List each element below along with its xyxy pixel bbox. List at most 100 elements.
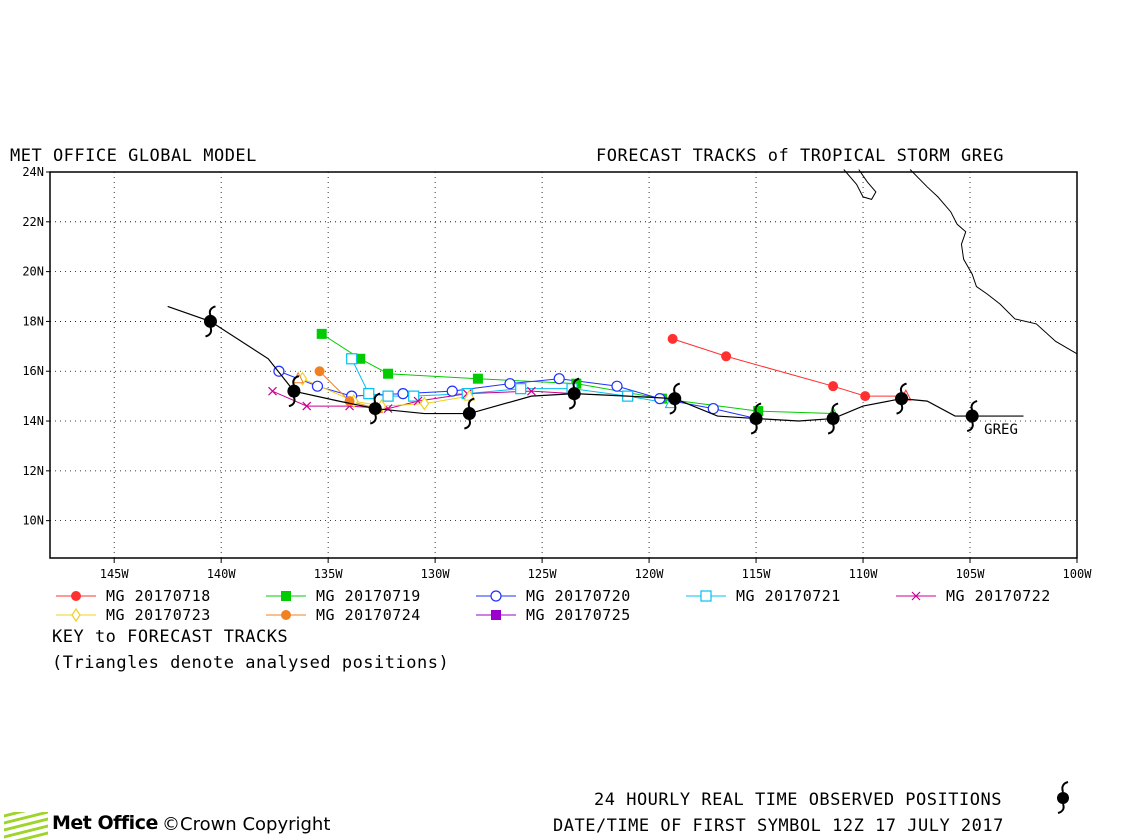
- storm-symbol-core: [668, 392, 682, 406]
- storm-symbol-core: [368, 402, 382, 416]
- forecast-point-marker: [721, 351, 732, 362]
- storm-symbol-arm: [568, 399, 576, 410]
- storm-symbol-arm: [754, 402, 762, 413]
- copyright: ©Crown Copyright: [162, 814, 330, 835]
- storm-symbol-icon: [826, 402, 840, 435]
- storm-symbol-core: [895, 392, 909, 406]
- forecast-point-marker: [611, 380, 623, 392]
- storm-symbol-arm: [966, 421, 974, 433]
- y-tick-label: 22N: [22, 215, 44, 229]
- legend: MG 20170718 MG 20170719 MG 20170720 MG 2017…: [56, 587, 1050, 624]
- legend-label: MG 20170725: [526, 606, 631, 624]
- y-tick-label: 14N: [22, 414, 44, 428]
- storm-symbol-icon: [368, 392, 382, 425]
- x-tick-label: 115W: [742, 567, 772, 581]
- met-office-logo-text: Met Office: [52, 812, 158, 834]
- met-office-logo-icon: [4, 812, 48, 840]
- legend-marker: [71, 591, 81, 601]
- storm-symbol-icon: [567, 377, 581, 410]
- chart-title: FORECAST TRACKS of TROPICAL STORM GREG: [596, 146, 1004, 166]
- x-tick-label: 145W: [100, 567, 130, 581]
- legend-marker: [491, 610, 501, 620]
- forecast-point-marker: [860, 391, 871, 402]
- forecast-point-marker: [504, 378, 516, 390]
- x-tick-label: 105W: [956, 567, 986, 581]
- storm-symbol-icon: [287, 375, 301, 408]
- forecast-point-marker: [397, 388, 409, 400]
- storm-symbol-icon: [1057, 781, 1069, 814]
- storm-symbol-arm: [572, 377, 580, 389]
- forecast-point-marker: [515, 383, 527, 395]
- storm-symbol-icon: [203, 305, 217, 338]
- legend-label: MG 20170723: [106, 606, 211, 624]
- forecast-point-marker: [302, 401, 312, 411]
- forecast-point-marker: [346, 353, 358, 365]
- forecast-point-marker: [753, 406, 764, 417]
- observed-track-line: [167, 305, 1024, 422]
- copyright-symbol: ©: [162, 814, 180, 835]
- legend-label: MG 20170720: [526, 587, 631, 605]
- storm-symbol-core: [462, 407, 476, 421]
- storm-symbol-core: [287, 384, 301, 398]
- legend-marker: [71, 607, 81, 623]
- forecast-point-marker: [446, 385, 458, 397]
- storm-symbol-icon: [668, 382, 682, 415]
- storm-symbol-arm: [899, 382, 907, 393]
- storm-symbol-arm: [970, 400, 978, 411]
- forecast-point-marker: [268, 386, 277, 396]
- storm-symbol-arm: [750, 424, 758, 435]
- x-tick-label: 110W: [849, 567, 879, 581]
- forecast-point-marker: [316, 328, 327, 339]
- legend-note: (Triangles denote analysed positions): [52, 653, 450, 673]
- forecast-point-marker: [419, 396, 430, 411]
- storm-symbol-core: [203, 314, 217, 328]
- storm-symbol-icon: [749, 402, 763, 435]
- forecast-tracks: [268, 328, 912, 424]
- storm-symbol-core: [567, 387, 581, 401]
- forecast-point-marker: [363, 388, 375, 400]
- model-title: MET OFFICE GLOBAL MODEL: [10, 146, 257, 166]
- storm-symbol-arm: [464, 419, 471, 430]
- legend-key-title: KEY to FORECAST TRACKS: [52, 627, 289, 647]
- forecast-track-line: [321, 333, 834, 415]
- storm-symbol-arm: [669, 404, 677, 415]
- storm-symbol-arm: [205, 327, 213, 338]
- forecast-point-marker: [355, 353, 366, 364]
- x-tick-label: 140W: [207, 567, 237, 581]
- x-tick-label: 130W: [421, 567, 451, 581]
- storm-symbol-arm: [208, 305, 216, 316]
- x-tick-label: 135W: [314, 567, 344, 581]
- x-tick-label: 100W: [1063, 567, 1093, 581]
- y-tick-label: 18N: [22, 314, 44, 328]
- forecast-point-marker: [311, 380, 324, 392]
- storm-symbol-arm: [288, 396, 296, 408]
- y-tick-label: 10N: [22, 514, 44, 528]
- coastline-segment: [909, 169, 1078, 355]
- x-tick-label: 125W: [528, 567, 558, 581]
- storm-symbol-arm: [467, 397, 475, 408]
- legend-label: MG 20170718: [106, 587, 211, 605]
- y-tick-label: 12N: [22, 464, 44, 478]
- plot-frame: [49, 171, 1078, 559]
- storm-symbol-core: [749, 412, 763, 426]
- first-symbol-datetime: DATE/TIME OF FIRST SYMBOL 12Z 17 JULY 20…: [553, 816, 1004, 836]
- coastline-segment: [843, 169, 877, 200]
- forecast-point-marker: [667, 333, 678, 344]
- forecast-point-marker: [828, 381, 839, 392]
- observed-track: [167, 305, 1024, 435]
- storm-symbol-icon: [462, 397, 476, 430]
- forecast-point-marker: [553, 373, 565, 385]
- storm-symbol-arm: [369, 414, 377, 425]
- x-tick-label: 120W: [635, 567, 665, 581]
- storm-symbol-core: [826, 412, 840, 426]
- storm-symbol-arm: [673, 382, 681, 393]
- y-tick-label: 20N: [22, 265, 44, 279]
- storm-symbol-arm: [827, 424, 835, 435]
- legend-marker: [911, 591, 921, 601]
- axis-ticks: 145W 140W 135W 130W 125W 120W 115W 110W 105W 100W…: [22, 165, 1092, 581]
- storm-symbol-core: [965, 409, 979, 423]
- copyright-text: Crown Copyright: [180, 814, 331, 835]
- forecast-point-marker: [472, 373, 483, 384]
- y-tick-label: 24N: [22, 165, 44, 179]
